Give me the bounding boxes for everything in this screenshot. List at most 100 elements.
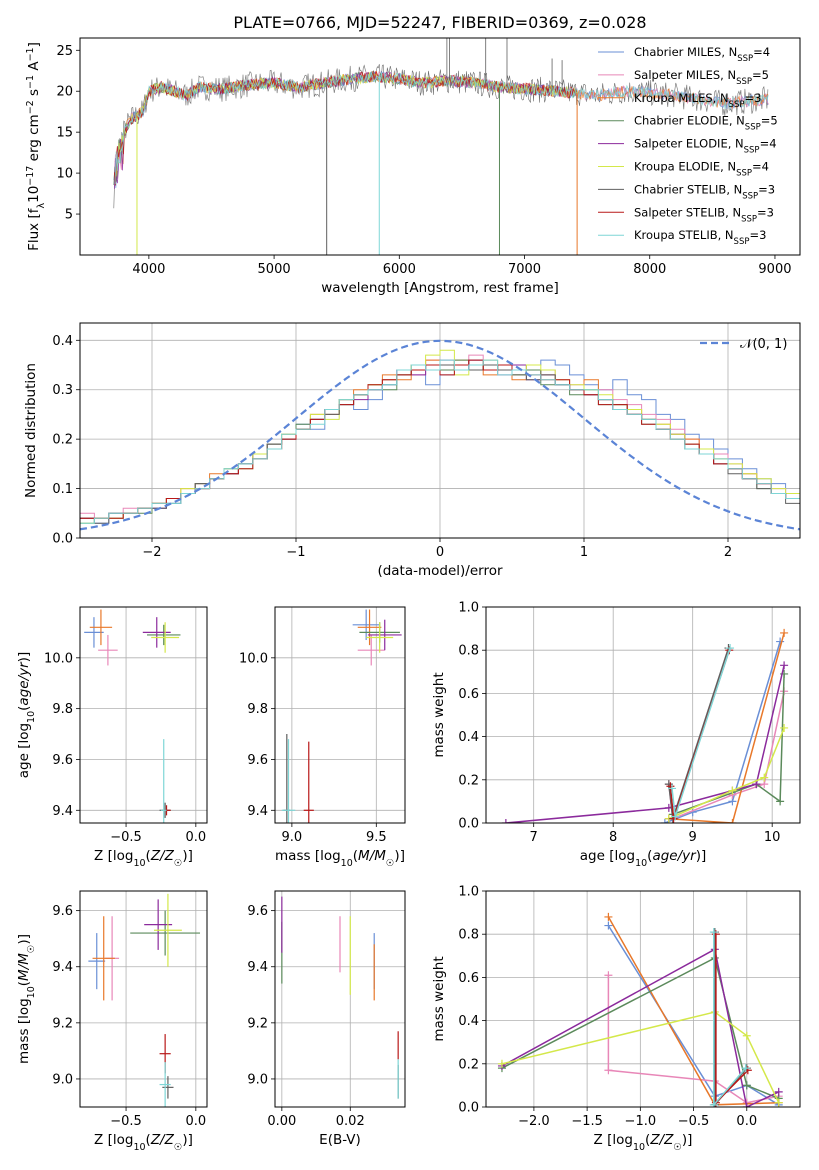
weight-marker xyxy=(660,819,669,823)
y-tick-label: 0.6 xyxy=(458,687,479,702)
axes-frame xyxy=(485,606,801,824)
x-axis-label-part: M/M xyxy=(358,848,386,864)
weight-marker xyxy=(742,1031,751,1040)
x-tick-label: 1 xyxy=(580,545,588,560)
x-tick-label: 7000 xyxy=(508,262,541,277)
y-tick-label: 9.6 xyxy=(52,753,73,768)
weight-marker xyxy=(668,784,677,793)
x-axis-label-part: E(B-V) xyxy=(319,1132,361,1148)
legend-label-sub: SSP xyxy=(736,169,752,179)
y-tick-label: 10.0 xyxy=(239,651,268,666)
legend-label-suffix: =4 xyxy=(753,45,770,59)
y-axis-label-part: 10 xyxy=(26,986,37,998)
weight-marker xyxy=(741,1064,750,1073)
y-tick-label: 9.4 xyxy=(247,804,268,819)
y-axis-label-part: λ xyxy=(36,203,47,209)
x-axis-label-part: Z/Z xyxy=(150,848,175,864)
axes-frame xyxy=(79,606,208,824)
y-tick-label: 0.3 xyxy=(52,383,73,398)
x-axis-label-part: mass [log xyxy=(275,848,341,864)
y-axis-label: mass weight xyxy=(431,956,447,1041)
y-axis-label-part: −1 xyxy=(25,47,36,61)
weight-marker xyxy=(666,782,675,791)
y-tick-label: 9.6 xyxy=(52,904,73,919)
x-axis-label-part: 10 xyxy=(341,858,353,869)
x-axis-label-part: Z/Z xyxy=(150,1132,175,1148)
legend-label: Chabrier ELODIE, NSSP=5 xyxy=(634,114,778,133)
x-axis-label-part: ( xyxy=(146,848,151,864)
weight-marker xyxy=(760,773,769,782)
weight-marker xyxy=(728,819,737,823)
x-tick-label: 2 xyxy=(724,545,732,560)
y-axis-label-part: −2 xyxy=(25,100,36,114)
plot-area xyxy=(501,628,789,823)
x-axis-label-part: )] xyxy=(696,848,707,864)
x-tick-label: −2.0 xyxy=(518,1114,550,1129)
x-axis-label-part: 10 xyxy=(633,1142,645,1153)
x-tick-label: −1 xyxy=(286,545,305,560)
y-tick-label: 10.0 xyxy=(44,651,73,666)
legend-label-suffix: =3 xyxy=(744,91,761,105)
y-axis-label: mass weight xyxy=(431,672,447,757)
x-tick-label: 6000 xyxy=(383,262,416,277)
y-tick-label: 5 xyxy=(65,208,73,223)
legend-label-text: Salpeter ELODIE, N xyxy=(634,137,744,151)
x-axis-label-part: ( xyxy=(647,848,652,864)
y-axis-label-part: M/M xyxy=(16,953,32,981)
y-axis-label-part: −1 xyxy=(25,75,36,89)
weight-line xyxy=(668,727,785,820)
weight-marker xyxy=(776,797,785,806)
x-tick-label: 0.02 xyxy=(336,1114,365,1129)
legend-label-text: Kroupa MILES, N xyxy=(634,91,729,105)
x-axis-label: (data-model)/error xyxy=(377,563,503,579)
axes-frame xyxy=(79,322,801,539)
y-axis-label: Flux [fλ10−17 erg cm−2 s−1 A−1] xyxy=(25,42,47,251)
x-tick-label: 9 xyxy=(689,830,697,845)
y-axis-label-part: age [log xyxy=(16,723,32,778)
x-axis-label-part: ( xyxy=(353,848,358,864)
y-tick-label: 0.0 xyxy=(52,532,73,547)
x-axis-label: E(B-V) xyxy=(319,1132,361,1148)
y-tick-label: 9.2 xyxy=(52,1016,73,1031)
weight-marker xyxy=(780,628,789,637)
figure-title: PLATE=0766, MJD=52247, FIBERID=0369, z=0… xyxy=(233,13,646,32)
weight-marker xyxy=(780,661,789,670)
y-tick-label: 9.4 xyxy=(247,960,268,975)
x-axis-label-part: age [log xyxy=(580,848,635,864)
y-tick-label: 9.6 xyxy=(247,753,268,768)
spectrum-panel: 4000 5000 6000 7000 8000 9000 5 10 15 20 25 wavelen… xyxy=(25,37,801,296)
mass-vs-EBV-panel: 0.00 0.02 9.0 9.2 9.4 9.6 E(B-V) xyxy=(247,890,406,1148)
weight-marker xyxy=(709,928,718,937)
weight-line xyxy=(668,691,785,820)
spectrum-line xyxy=(114,71,769,185)
x-axis-label-part: Z [log xyxy=(94,1132,133,1148)
y-axis-label-part: Normed distribution xyxy=(23,363,39,498)
legend-label-text: Chabrier ELODIE, N xyxy=(634,114,745,128)
legend-label-text: Kroupa STELIB, N xyxy=(634,228,734,242)
x-axis-label-part: ☉ xyxy=(386,858,395,869)
x-axis-label-part: ( xyxy=(645,1132,650,1148)
x-tick-label: −1.5 xyxy=(571,1114,603,1129)
legend-label: Chabrier STELIB, NSSP=3 xyxy=(634,182,775,201)
y-axis-label-part: A xyxy=(26,61,42,75)
x-tick-label: 5000 xyxy=(258,262,291,277)
y-axis-label-part: s xyxy=(26,89,42,100)
y-tick-label: 0.8 xyxy=(458,644,479,659)
plot-area xyxy=(80,339,800,538)
x-axis-label-part: ☉ xyxy=(673,1142,682,1153)
x-tick-label: 9.5 xyxy=(366,830,387,845)
y-axis-label-part: ] xyxy=(26,42,42,47)
y-axis-label-part: 10 xyxy=(26,711,37,723)
y-tick-label: 9.6 xyxy=(247,904,268,919)
legend-label: Salpeter STELIB, NSSP=3 xyxy=(634,205,774,224)
x-axis-label: Z [log10(Z/Z☉)] xyxy=(94,848,193,869)
y-axis-label-part: erg cm xyxy=(26,114,42,165)
x-axis-label-part: )] xyxy=(182,848,193,864)
x-tick-label: 8 xyxy=(609,830,617,845)
weight-marker xyxy=(728,786,737,795)
y-tick-label: 0.4 xyxy=(52,334,73,349)
legend-label-sub: SSP xyxy=(742,191,758,201)
y-axis-label-part: mass weight xyxy=(431,672,447,757)
weight-line xyxy=(668,647,730,819)
